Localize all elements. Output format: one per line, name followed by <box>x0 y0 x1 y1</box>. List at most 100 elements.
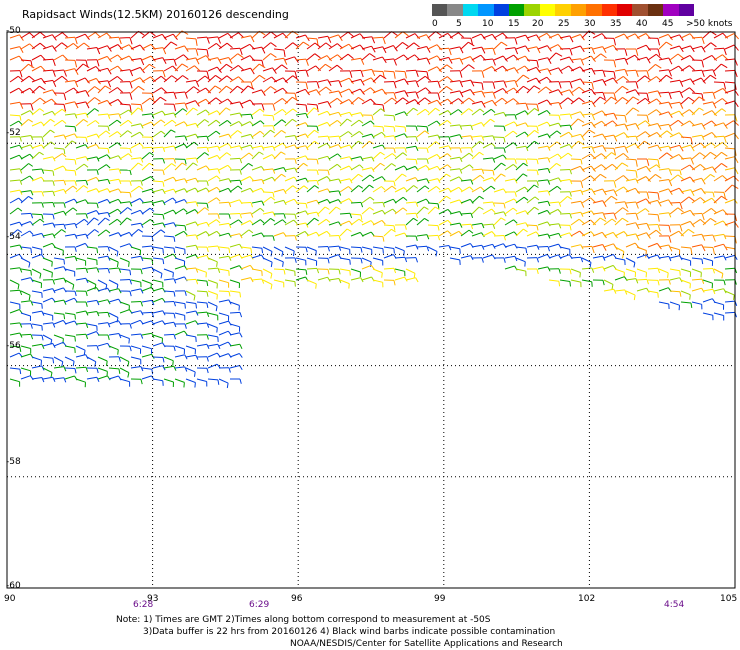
wind-barb-feather <box>657 200 662 207</box>
wind-barb <box>471 33 482 39</box>
wind-barb <box>658 91 670 94</box>
wind-barb <box>592 164 602 171</box>
wind-barb-feather <box>270 196 276 201</box>
wind-barb-feather <box>160 119 166 124</box>
wind-barb <box>603 231 614 237</box>
wind-barb-feather <box>358 140 363 145</box>
wind-barb-feather <box>62 341 67 347</box>
wind-barb <box>592 153 602 160</box>
wind-barb-feather <box>85 90 90 97</box>
wind-barb <box>680 78 691 83</box>
wind-barb <box>306 65 316 72</box>
wind-barb <box>130 345 141 350</box>
wind-barb <box>570 45 581 50</box>
wind-barb-feather <box>74 68 79 75</box>
wind-barb <box>152 213 164 216</box>
wind-barb-feather <box>94 86 101 91</box>
wind-barb-feather <box>413 107 418 112</box>
wind-barb-feather <box>281 173 286 178</box>
wind-barb <box>295 88 306 94</box>
wind-barb <box>636 278 648 281</box>
wind-barb-feather <box>436 99 442 107</box>
wind-barb <box>548 102 559 105</box>
lon-label: 102 <box>578 594 596 604</box>
wind-barb <box>647 199 658 204</box>
wind-barb-feather <box>151 188 155 194</box>
wind-barb-feather <box>677 119 684 126</box>
wind-barb <box>262 196 272 204</box>
wind-barb <box>328 153 338 160</box>
wind-barb <box>680 301 692 304</box>
wind-barb <box>273 173 282 182</box>
wind-barb <box>724 300 736 303</box>
wind-barb <box>108 36 120 39</box>
wind-barb-feather <box>261 179 265 185</box>
wind-barb-feather <box>140 366 144 372</box>
wind-barb <box>515 85 524 94</box>
wind-barb <box>229 343 240 347</box>
wind-barb-feather <box>371 69 376 77</box>
wind-barb <box>636 246 647 251</box>
wind-barb-feather <box>360 258 363 264</box>
wind-barb-feather <box>225 107 231 111</box>
wind-barb <box>515 246 526 249</box>
wind-barb <box>482 47 494 50</box>
wind-barb-feather <box>701 233 706 241</box>
wind-barb <box>702 101 713 105</box>
wind-barb <box>207 219 217 226</box>
wind-barb <box>295 202 307 204</box>
wind-barb-feather <box>162 158 165 164</box>
wind-barb <box>97 85 106 94</box>
wind-barb <box>394 111 405 116</box>
wind-barb <box>460 164 470 171</box>
wind-barb-feather <box>469 186 474 191</box>
wind-barb <box>372 186 382 193</box>
wind-barb <box>174 162 183 171</box>
wind-barb-feather <box>149 162 154 167</box>
wind-barb <box>75 63 84 72</box>
wind-barb-feather <box>63 202 66 208</box>
wind-barb-feather <box>349 144 353 150</box>
wind-barb-feather <box>118 288 122 294</box>
wind-barb <box>130 310 141 314</box>
wind-barb <box>174 108 184 116</box>
wind-barb <box>724 44 735 50</box>
wind-barb-feather <box>41 168 45 174</box>
wind-barb <box>53 165 64 171</box>
wind-barb-feather <box>712 234 716 242</box>
wind-barb <box>592 212 603 215</box>
wind-barb-feather <box>700 188 706 195</box>
wind-barb <box>658 179 669 182</box>
wind-barb-feather <box>644 75 651 81</box>
wind-barb-feather <box>83 350 86 356</box>
wind-barb <box>603 152 612 160</box>
wind-barb <box>526 184 535 193</box>
lat-label: -52 <box>6 128 21 138</box>
wind-barb <box>647 174 656 182</box>
wind-barb-feather <box>668 225 671 233</box>
wind-barb-feather <box>327 258 330 264</box>
wind-barb <box>207 119 217 127</box>
wind-barb-feather <box>393 280 396 286</box>
wind-barb <box>251 187 262 193</box>
wind-barb-feather <box>610 96 618 102</box>
wind-barb-feather <box>382 37 386 45</box>
wind-barb <box>669 230 680 237</box>
wind-barb-feather <box>336 163 342 168</box>
wind-barb <box>262 211 273 215</box>
wind-barb-feather <box>326 55 332 62</box>
wind-barb-feather <box>492 81 496 89</box>
wind-barb <box>196 152 205 160</box>
wind-barb-feather <box>239 213 242 219</box>
wind-barb <box>427 153 438 160</box>
wind-barb <box>361 257 372 263</box>
wind-barb <box>592 231 603 237</box>
wind-barb-feather <box>437 81 441 89</box>
wind-barb <box>658 57 669 61</box>
wind-barb <box>647 229 657 237</box>
wind-barb-feather <box>679 202 683 210</box>
wind-barb-feather <box>723 82 726 90</box>
wind-barb-feather <box>238 219 243 224</box>
wind-barb <box>361 53 370 61</box>
wind-barb <box>64 169 76 172</box>
